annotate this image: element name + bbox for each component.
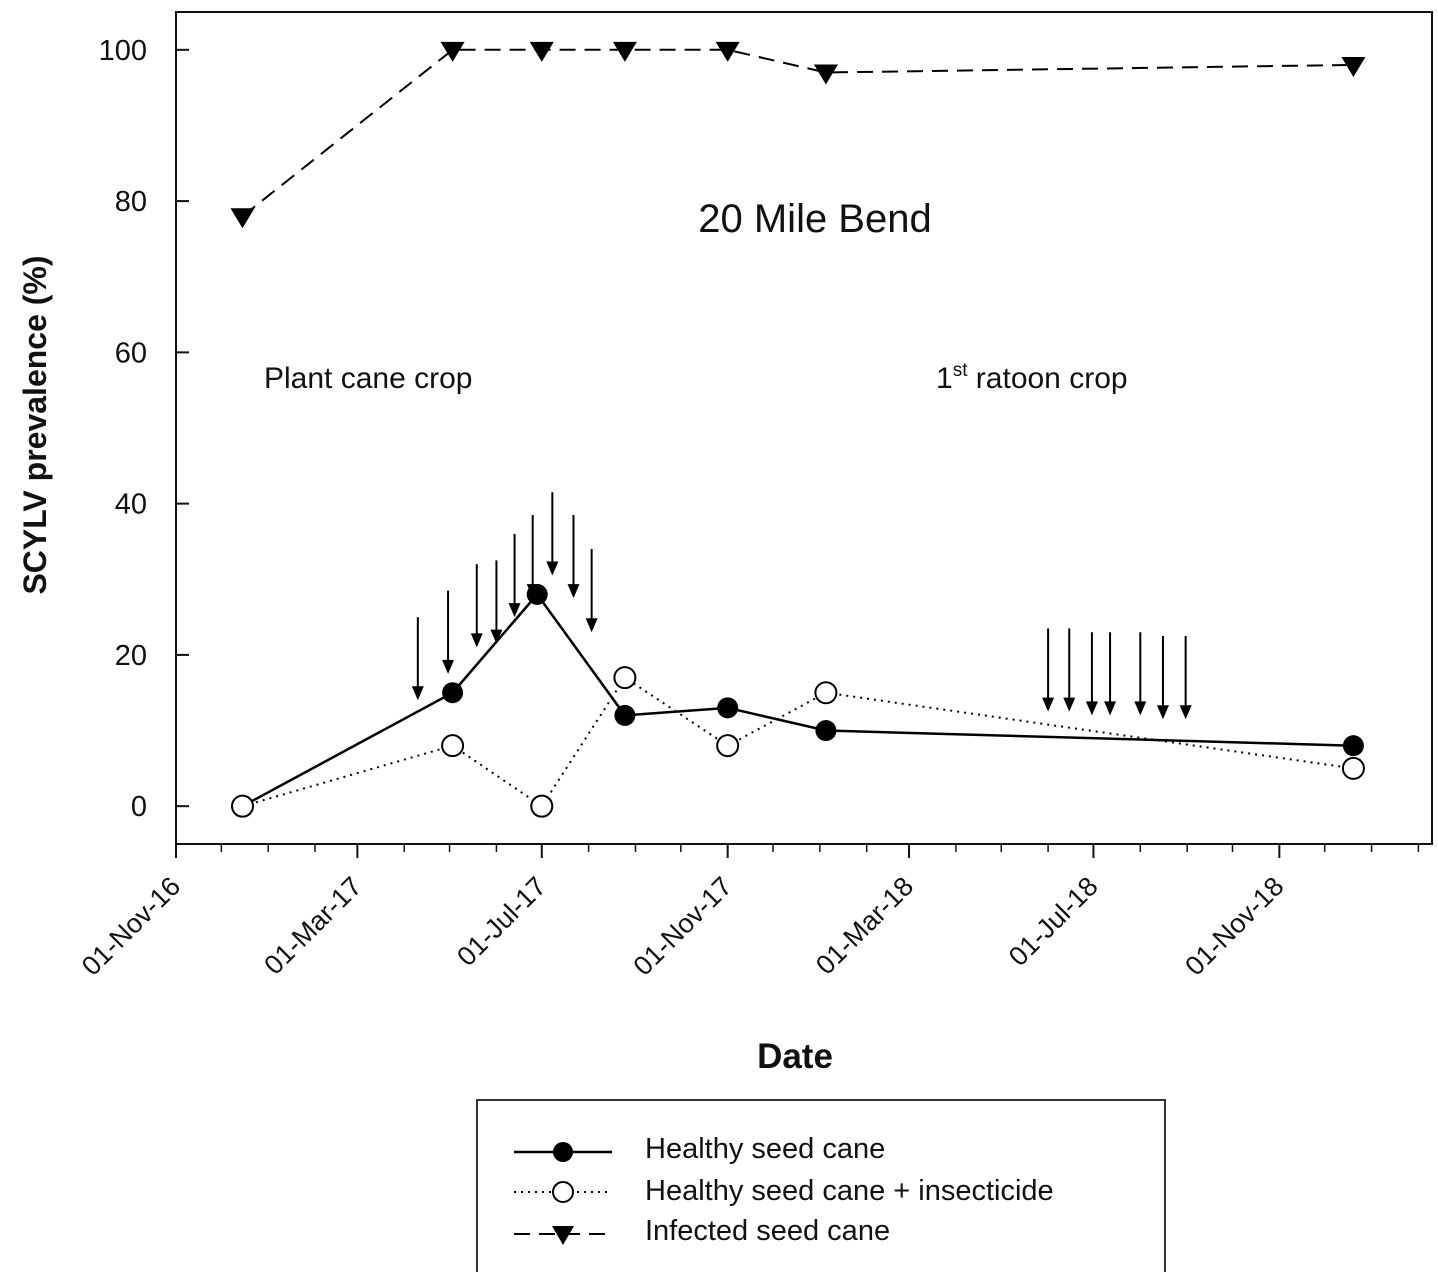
series-lines	[241, 48, 1354, 808]
insecticide-arrow	[585, 549, 598, 633]
legend-box	[476, 1099, 1166, 1272]
plant-crop-annotation: Plant cane crop	[264, 362, 472, 395]
y-axis-label: SCYLV prevalence (%)	[17, 255, 53, 594]
data-point-healthy	[717, 697, 739, 719]
arrow-head	[1063, 697, 1076, 712]
insecticide-arrow	[567, 514, 580, 599]
ratoon-suffix: ratoon crop	[967, 362, 1127, 395]
data-point-infected	[529, 41, 554, 62]
arrow-head	[508, 603, 521, 618]
arrow-head	[411, 686, 424, 701]
arrow-head	[567, 584, 580, 599]
data-point-infected	[612, 41, 637, 62]
data-point-insecticide	[441, 734, 465, 758]
y-tick-label: 80	[115, 186, 147, 218]
x-tick-label: 01-Mar-18	[810, 871, 919, 980]
insecticide-arrow	[411, 617, 424, 701]
series-line-1	[241, 592, 1354, 808]
site-annotation: 20 Mile Bend	[698, 197, 931, 241]
data-point-insecticide	[814, 681, 838, 705]
insecticide-arrow	[1063, 628, 1076, 712]
insecticide-arrow	[546, 492, 559, 576]
data-point-insecticide	[716, 734, 740, 758]
insecticide-arrow	[1134, 632, 1147, 716]
insecticide-arrow	[1104, 632, 1117, 716]
data-point-healthy	[526, 583, 548, 605]
legend-label-healthy: Healthy seed cane	[645, 1133, 885, 1165]
y-axis: 0 20 40 60 80 100	[99, 35, 189, 823]
data-point-healthy	[442, 682, 464, 704]
ratoon-prefix: 1	[936, 362, 953, 395]
legend-label-insecticide: Healthy seed cane + insecticide	[645, 1175, 1054, 1207]
arrow-head	[1156, 705, 1169, 720]
data-point-infected	[813, 64, 838, 85]
plot-frame	[175, 11, 1433, 845]
x-tick-label: 01-Jul-18	[1003, 871, 1104, 972]
x-axis: 01-Nov-16 01-Mar-17 01-Jul-17 01-Nov-17 01-M…	[76, 844, 1420, 981]
x-tick-label: 01-Mar-17	[258, 871, 367, 980]
insecticide-arrow	[442, 590, 455, 674]
data-point-infected	[1341, 56, 1366, 77]
insecticide-arrow	[508, 533, 521, 618]
insecticide-arrows	[411, 492, 1192, 720]
data-point-insecticide	[231, 794, 255, 818]
data-point-insecticide	[613, 666, 637, 690]
x-tick-label: 01-Nov-17	[628, 871, 738, 981]
arrow-head	[1179, 705, 1192, 720]
arrow-head	[1134, 701, 1147, 716]
data-point-insecticide	[530, 794, 554, 818]
x-tick-label: 01-Jul-17	[451, 871, 552, 972]
data-point-infected	[715, 41, 740, 62]
data-point-healthy	[1342, 735, 1364, 757]
arrow-head	[585, 618, 598, 633]
legend-label-infected: Infected seed cane	[645, 1215, 890, 1247]
data-point-healthy	[815, 720, 837, 742]
data-point-infected	[230, 208, 255, 229]
insecticide-arrow	[1042, 628, 1055, 712]
insecticide-arrow	[1085, 632, 1098, 716]
insecticide-arrow	[1156, 636, 1169, 720]
y-tick-label: 20	[115, 640, 147, 672]
legend-marker-insecticide	[552, 1181, 574, 1203]
y-tick-label: 0	[131, 791, 147, 823]
y-tick-label: 100	[99, 35, 147, 67]
arrow-head	[470, 633, 483, 648]
legend: Healthy seed cane Healthy seed cane + in…	[476, 1099, 1166, 1272]
arrow-head	[1104, 701, 1117, 716]
legend-marker-infected	[552, 1226, 574, 1245]
data-point-infected	[440, 41, 465, 62]
arrow-head	[546, 561, 559, 576]
arrow-head	[1085, 701, 1098, 716]
insecticide-arrow	[490, 560, 503, 644]
insecticide-arrow	[470, 564, 483, 648]
ratoon-crop-annotation: 1st ratoon crop	[936, 360, 1128, 395]
arrow-head	[1042, 697, 1055, 712]
x-axis-label: Date	[757, 1037, 833, 1076]
series-line-3	[241, 48, 1354, 217]
data-point-insecticide	[1341, 756, 1365, 780]
y-tick-label: 40	[115, 489, 147, 521]
ratoon-sup: st	[953, 360, 969, 381]
arrow-head	[490, 629, 503, 644]
data-point-healthy	[614, 704, 636, 726]
x-tick-label: 01-Nov-18	[1179, 871, 1289, 981]
y-tick-label: 60	[115, 337, 147, 369]
x-tick-label: 01-Nov-16	[76, 871, 186, 981]
insecticide-arrow	[1179, 636, 1192, 720]
legend-marker-healthy	[553, 1142, 573, 1162]
series-markers	[230, 41, 1366, 818]
arrow-head	[442, 659, 455, 674]
